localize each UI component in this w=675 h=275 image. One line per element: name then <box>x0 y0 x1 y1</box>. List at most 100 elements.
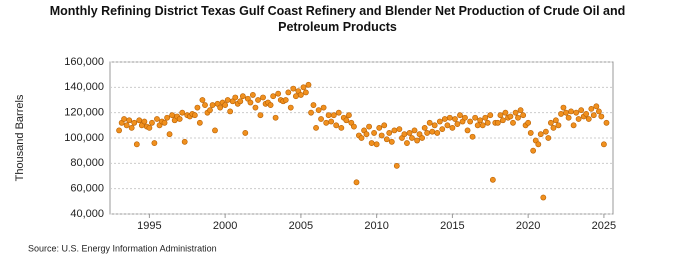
data-point <box>328 118 335 125</box>
data-point <box>449 124 456 131</box>
data-point <box>419 135 426 141</box>
data-point <box>565 114 572 121</box>
data-point <box>343 117 350 124</box>
data-point <box>363 131 370 138</box>
data-point <box>515 114 521 121</box>
data-point <box>598 113 605 120</box>
data-point <box>431 122 438 129</box>
data-point <box>583 111 590 117</box>
data-point <box>391 127 398 134</box>
data-point <box>457 112 463 119</box>
data-point <box>166 131 173 138</box>
data-point <box>396 126 403 133</box>
data-point <box>570 122 577 129</box>
data-point <box>573 109 580 116</box>
data-point <box>287 104 294 111</box>
data-point <box>469 133 476 140</box>
data-point <box>239 93 246 100</box>
data-point <box>282 97 289 103</box>
y-tick-label: 140,000 <box>64 81 104 93</box>
chart-title: Monthly Refining District Texas Gulf Coa… <box>49 4 626 34</box>
data-point <box>558 111 564 117</box>
data-point <box>603 119 610 126</box>
y-tick-label: 60,000 <box>70 183 104 195</box>
data-point <box>242 130 249 136</box>
data-point <box>542 128 549 135</box>
data-point <box>472 114 479 121</box>
y-axis-label: Thousand Barrels <box>14 94 26 181</box>
data-point <box>537 131 544 138</box>
data-point <box>477 117 484 124</box>
data-point <box>335 109 342 116</box>
data-point <box>510 119 516 126</box>
data-point <box>199 97 206 103</box>
data-point <box>123 122 130 129</box>
x-tick-label: 2000 <box>213 220 237 232</box>
data-point <box>300 84 307 91</box>
data-point <box>131 119 138 126</box>
data-point <box>401 131 408 138</box>
data-point <box>434 130 441 136</box>
data-point <box>237 98 244 105</box>
data-point <box>338 124 345 131</box>
data-point <box>530 147 537 154</box>
data-point <box>169 112 176 119</box>
data-point <box>517 107 524 114</box>
y-tick-label: 40,000 <box>70 208 104 220</box>
data-point <box>146 124 153 131</box>
data-point <box>525 119 532 126</box>
data-point <box>308 109 314 116</box>
data-point <box>194 104 201 111</box>
data-point <box>436 118 443 125</box>
data-point <box>247 99 254 106</box>
data-point <box>386 130 393 136</box>
data-point <box>351 123 357 130</box>
data-point <box>414 137 421 144</box>
data-point <box>507 113 514 120</box>
data-point <box>479 122 486 129</box>
data-point <box>330 112 337 119</box>
data-point <box>482 114 489 121</box>
data-point <box>376 124 383 131</box>
data-point <box>590 112 597 119</box>
chart-title-box: Monthly Refining District Texas Gulf Coa… <box>0 3 675 35</box>
data-point <box>333 122 340 129</box>
data-point <box>272 114 279 121</box>
data-point <box>154 116 160 122</box>
data-point <box>305 81 312 88</box>
data-point <box>227 108 234 115</box>
data-point <box>454 121 461 127</box>
data-point <box>452 116 458 122</box>
data-point <box>601 141 607 148</box>
data-point <box>191 112 198 119</box>
data-point <box>409 135 415 141</box>
data-point <box>429 128 436 135</box>
data-point <box>494 119 501 126</box>
data-point <box>179 109 186 116</box>
data-point <box>141 118 148 125</box>
data-point <box>217 104 224 111</box>
data-point <box>315 107 322 114</box>
data-point <box>320 104 327 111</box>
x-tick-label: 2025 <box>592 220 616 232</box>
data-point <box>181 138 188 145</box>
data-point <box>128 124 135 131</box>
data-point <box>441 116 448 122</box>
data-point <box>474 122 481 129</box>
data-point <box>421 124 428 131</box>
data-point <box>373 141 380 148</box>
data-point <box>527 130 534 136</box>
x-tick-label: 2015 <box>440 220 464 232</box>
x-tick-label: 1995 <box>137 220 161 232</box>
source-note: Source: U.S. Energy Information Administ… <box>28 243 217 253</box>
data-point <box>381 122 388 129</box>
data-point <box>358 135 365 141</box>
data-point <box>222 102 229 108</box>
data-point <box>196 119 203 126</box>
data-point <box>550 124 557 131</box>
data-point <box>290 85 297 92</box>
data-point <box>368 140 375 146</box>
y-tick-label: 160,000 <box>64 56 104 68</box>
data-point <box>439 126 446 133</box>
